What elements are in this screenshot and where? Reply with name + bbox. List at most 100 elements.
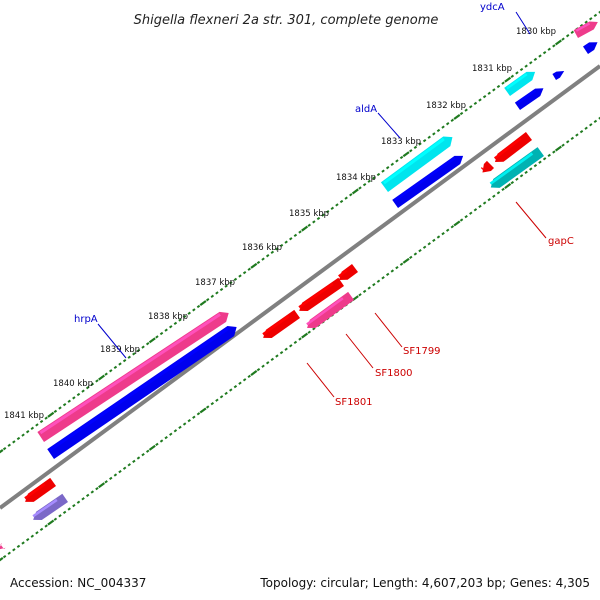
- minor-tick-mark: [390, 269, 395, 273]
- minor-tick-mark: [381, 169, 385, 173]
- minor-tick-mark: [229, 388, 233, 392]
- minor-tick-mark: [496, 191, 501, 195]
- major-tick-mark: [98, 482, 106, 489]
- gene-ydcA-cds[interactable]: [504, 71, 536, 96]
- gene-gapC-2[interactable]: [493, 132, 532, 163]
- minor-tick-mark: [81, 497, 85, 501]
- gene-SF1799[interactable]: [338, 264, 358, 280]
- minor-tick-mark: [589, 123, 593, 127]
- gene-body: [380, 136, 453, 192]
- minor-tick-mark: [390, 162, 395, 166]
- minor-tick-mark: [2, 554, 7, 559]
- gene-label-ydcA[interactable]: ydcA: [480, 2, 505, 13]
- minor-tick-mark: [205, 298, 210, 302]
- gene-label-gapC[interactable]: gapC: [548, 236, 574, 247]
- minor-tick-mark: [469, 105, 473, 109]
- minor-tick-mark: [256, 260, 261, 265]
- gene-edge-pink-2[interactable]: [0, 543, 6, 550]
- minor-tick-mark: [159, 439, 164, 443]
- gene-body: [0, 543, 6, 550]
- gene-label-SF1799[interactable]: SF1799: [403, 346, 441, 357]
- gene-highlight: [39, 313, 221, 435]
- major-tick-mark: [98, 374, 106, 381]
- aldA-callout-line: [377, 112, 401, 139]
- minor-tick-mark: [44, 416, 48, 420]
- gene-label-hrpA[interactable]: hrpA: [74, 314, 98, 325]
- minor-tick-mark: [242, 270, 247, 275]
- major-tick-mark: [47, 411, 55, 418]
- minor-tick-mark: [432, 132, 436, 136]
- minor-tick-mark: [358, 186, 362, 190]
- gene-highlight: [489, 152, 534, 185]
- minor-tick-mark: [519, 67, 524, 72]
- minor-tick-mark: [164, 328, 168, 332]
- gene-lower-2[interactable]: [32, 493, 68, 521]
- minor-tick-mark: [325, 210, 330, 214]
- minor-tick-mark: [284, 240, 288, 244]
- minor-tick-mark: [492, 194, 496, 198]
- minor-tick-mark: [279, 350, 284, 355]
- minor-tick-mark: [141, 345, 145, 349]
- minor-tick-mark: [224, 284, 228, 288]
- minor-tick-mark: [113, 365, 118, 370]
- minor-tick-mark: [579, 23, 584, 28]
- minor-tick-mark: [298, 337, 302, 341]
- major-tick-mark: [250, 370, 258, 376]
- gene-small-1[interactable]: [552, 70, 565, 80]
- minor-tick-mark: [441, 125, 445, 129]
- minor-tick-mark: [450, 225, 455, 229]
- minor-tick-mark: [515, 177, 519, 181]
- gene-highlight: [506, 73, 528, 90]
- gene-body: [37, 311, 229, 442]
- minor-tick-mark: [579, 129, 584, 134]
- minor-tick-mark: [210, 294, 215, 298]
- minor-tick-mark: [593, 13, 598, 18]
- minor-tick-mark: [418, 248, 422, 253]
- gene-highlight: [516, 89, 536, 104]
- minor-tick-mark: [265, 361, 270, 365]
- minor-tick-mark: [109, 369, 113, 373]
- minor-tick-mark: [219, 287, 224, 292]
- gene-lower-1[interactable]: [24, 477, 56, 502]
- minor-tick-mark: [90, 382, 95, 386]
- gene-hrpA-cds[interactable]: [37, 311, 229, 442]
- gene-body: [307, 291, 354, 328]
- minor-tick-mark: [482, 201, 487, 205]
- gene-aldA-cds[interactable]: [380, 136, 453, 192]
- minor-tick-mark: [164, 435, 168, 440]
- minor-tick-mark: [122, 358, 127, 363]
- gene-edge-pink[interactable]: [573, 21, 598, 38]
- minor-tick-mark: [118, 362, 122, 366]
- gene-label-SF1800[interactable]: SF1800: [375, 368, 413, 379]
- gene-ydcA[interactable]: [514, 88, 544, 110]
- major-tick-mark: [0, 449, 4, 454]
- tick-labels: 1830 kbp 1831 kbp 1832 kbp 1833 kbp 1834…: [4, 27, 556, 421]
- major-tick-mark: [453, 113, 461, 120]
- minor-tick-mark: [542, 50, 547, 55]
- minor-tick-mark: [362, 182, 367, 187]
- minor-tick-mark: [187, 418, 191, 423]
- minor-tick-mark: [529, 167, 533, 171]
- gene-SF1801[interactable]: [262, 309, 300, 338]
- minor-tick-mark: [178, 425, 182, 430]
- minor-tick-mark: [524, 170, 528, 175]
- SF1801-callout-line: [306, 362, 335, 398]
- gene-SF1800[interactable]: [298, 277, 344, 312]
- minor-tick-mark: [12, 548, 16, 552]
- gene-edge-blue[interactable]: [583, 42, 598, 54]
- gene-gapC[interactable]: [480, 160, 494, 173]
- gene-label-SF1801[interactable]: SF1801: [335, 397, 373, 408]
- gene-SF1800-cds[interactable]: [306, 291, 354, 328]
- major-tick-mark: [250, 262, 258, 269]
- gapC-callout-line: [515, 201, 547, 239]
- gene-gapC-cds[interactable]: [489, 147, 544, 188]
- gene-highlight: [338, 269, 348, 278]
- gene-label-aldA[interactable]: aldA: [355, 104, 377, 115]
- gene-highlight: [32, 498, 58, 518]
- minor-tick-mark: [464, 214, 468, 219]
- gene-aldA[interactable]: [392, 155, 464, 208]
- minor-tick-mark: [482, 94, 487, 99]
- minor-tick-mark: [561, 143, 565, 147]
- gene-hrpA[interactable]: [47, 326, 237, 459]
- minor-tick-mark: [385, 272, 390, 277]
